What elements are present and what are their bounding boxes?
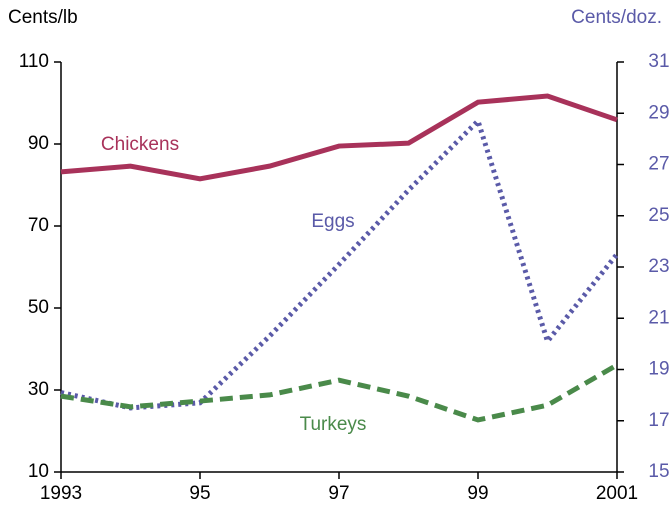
y2-tick-label: 23 [648,256,669,277]
series-line [60,116,619,411]
series-label: Turkeys [300,414,367,435]
x-tick-label: 99 [467,483,488,504]
y2-axis-title: Cents/doz. [571,7,662,28]
x-tick-label: 1993 [40,483,82,504]
x-tick-label: 97 [328,483,349,504]
series-line [60,93,618,182]
y-tick-label: 30 [28,379,49,400]
series-label: Chickens [101,134,179,155]
y2-tick-label: 21 [648,307,669,328]
y-tick-label: 50 [28,297,49,318]
x-tick-label: 2001 [596,483,638,504]
x-tick-label: 95 [189,483,210,504]
y2-tick-label: 27 [648,154,669,175]
y2-tick-label: 17 [648,410,669,431]
y2-tick-label: 19 [648,359,669,380]
y-tick-label: 110 [19,51,49,72]
y-tick-label: 10 [28,461,49,482]
y-tick-label: 70 [28,215,49,236]
y2-tick-label: 15 [648,461,669,482]
series-line [60,362,619,423]
y2-tick-label: 29 [648,102,669,123]
y2-tick-label: 31 [648,51,669,72]
y-tick-label: 90 [28,133,49,154]
y-axis-title: Cents/lb [8,7,78,28]
series-label: Eggs [311,211,354,232]
y2-tick-label: 25 [648,205,669,226]
